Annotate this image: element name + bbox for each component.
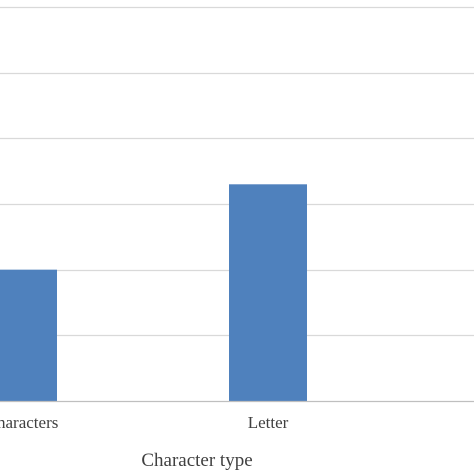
x-axis-title: Character type (141, 450, 252, 471)
x-tick-labels: e characters Letter (0, 413, 289, 432)
bars (0, 184, 307, 401)
bar-0 (0, 269, 57, 401)
x-tick-label: e characters (0, 413, 58, 432)
bar-1 (229, 184, 307, 401)
x-tick-label: Letter (248, 413, 289, 432)
